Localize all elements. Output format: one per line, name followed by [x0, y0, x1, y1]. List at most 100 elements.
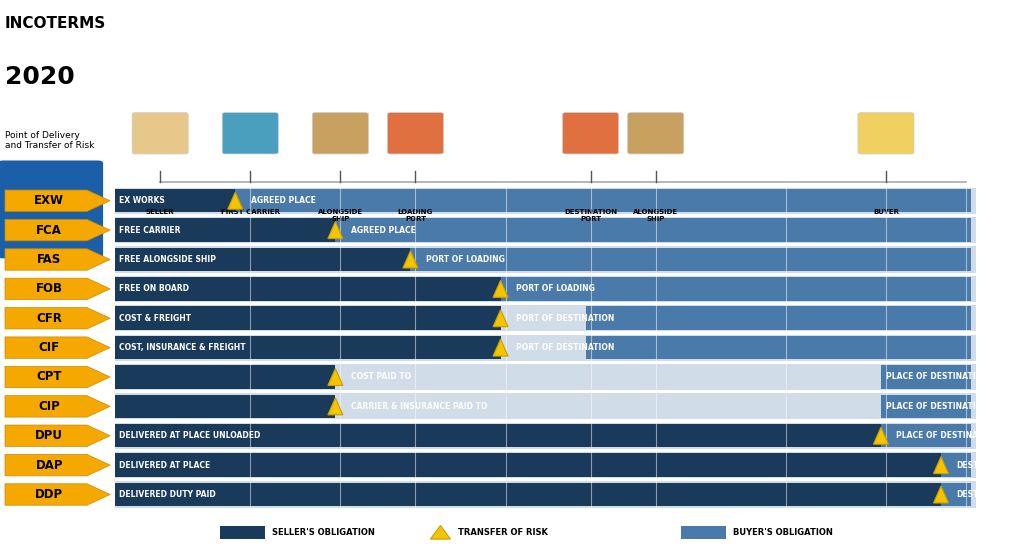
Text: 2020: 2020	[5, 65, 75, 89]
Text: PLACE OF DESTINATION: PLACE OF DESTINATION	[886, 402, 988, 411]
FancyBboxPatch shape	[411, 248, 971, 271]
Text: DESTINATION
PORT: DESTINATION PORT	[564, 209, 617, 222]
FancyBboxPatch shape	[115, 393, 976, 419]
Text: PORT OF DESTINATION: PORT OF DESTINATION	[516, 343, 614, 352]
Text: DPU: DPU	[35, 429, 63, 442]
Polygon shape	[5, 190, 111, 212]
Text: DESTINATION: DESTINATION	[956, 490, 1015, 499]
Text: CIF: CIF	[39, 341, 59, 354]
Polygon shape	[5, 395, 111, 417]
Text: BUYER'S OBLIGATION: BUYER'S OBLIGATION	[733, 528, 833, 537]
Text: ALONGSIDE
SHIP: ALONGSIDE SHIP	[633, 209, 678, 222]
Text: DAP: DAP	[36, 459, 62, 472]
FancyBboxPatch shape	[115, 423, 976, 449]
Text: FCA: FCA	[36, 224, 62, 237]
FancyBboxPatch shape	[115, 248, 411, 271]
Polygon shape	[5, 307, 111, 329]
Polygon shape	[5, 249, 111, 270]
FancyBboxPatch shape	[681, 526, 726, 539]
FancyBboxPatch shape	[941, 453, 971, 477]
Polygon shape	[402, 251, 418, 268]
Text: PORT OF DESTINATION: PORT OF DESTINATION	[516, 314, 614, 323]
FancyBboxPatch shape	[115, 188, 976, 214]
Text: CPT: CPT	[37, 370, 61, 384]
Text: CFR: CFR	[36, 312, 62, 325]
FancyBboxPatch shape	[881, 365, 971, 389]
Text: FREE ON BOARD: FREE ON BOARD	[119, 285, 189, 293]
FancyBboxPatch shape	[881, 394, 971, 418]
FancyBboxPatch shape	[132, 113, 188, 154]
Text: COST & FREIGHT: COST & FREIGHT	[119, 314, 191, 323]
Polygon shape	[5, 425, 111, 447]
Text: AGREED PLACE: AGREED PLACE	[351, 226, 416, 234]
FancyBboxPatch shape	[586, 336, 971, 360]
Text: DELIVERED DUTY PAID: DELIVERED DUTY PAID	[119, 490, 216, 499]
Text: EXW: EXW	[34, 194, 65, 207]
FancyBboxPatch shape	[115, 277, 501, 301]
FancyBboxPatch shape	[115, 394, 335, 418]
Text: CARRIER & INSURANCE PAID TO: CARRIER & INSURANCE PAID TO	[351, 402, 487, 411]
Polygon shape	[5, 454, 111, 476]
FancyBboxPatch shape	[115, 246, 976, 273]
Text: FIRST CARRIER: FIRST CARRIER	[221, 209, 280, 215]
Text: FAS: FAS	[37, 253, 61, 266]
Text: LOADING
PORT: LOADING PORT	[397, 209, 433, 222]
Polygon shape	[328, 368, 343, 386]
Polygon shape	[5, 219, 111, 241]
Text: DELIVERED AT PLACE UNLOADED: DELIVERED AT PLACE UNLOADED	[119, 431, 260, 440]
FancyBboxPatch shape	[115, 365, 335, 389]
Text: COST, INSURANCE & FREIGHT: COST, INSURANCE & FREIGHT	[119, 343, 246, 352]
FancyBboxPatch shape	[881, 424, 971, 448]
FancyBboxPatch shape	[222, 113, 279, 154]
Text: DESTINATION: DESTINATION	[956, 461, 1015, 469]
Polygon shape	[493, 310, 508, 327]
Polygon shape	[493, 280, 508, 298]
Text: FOB: FOB	[36, 282, 62, 295]
Text: FREE CARRIER: FREE CARRIER	[119, 226, 180, 234]
FancyBboxPatch shape	[115, 364, 976, 390]
Text: INCOTERMS: INCOTERMS	[5, 16, 106, 32]
Text: DDP: DDP	[35, 488, 63, 501]
FancyBboxPatch shape	[387, 113, 443, 154]
Polygon shape	[5, 337, 111, 358]
Polygon shape	[5, 366, 111, 388]
FancyBboxPatch shape	[115, 189, 236, 213]
Polygon shape	[934, 456, 948, 474]
Text: NMT: NMT	[28, 189, 73, 208]
FancyBboxPatch shape	[115, 453, 941, 477]
Text: SHIPPING: SHIPPING	[29, 232, 71, 241]
FancyBboxPatch shape	[220, 526, 265, 539]
FancyBboxPatch shape	[0, 160, 103, 258]
Text: FREE ALONGSIDE SHIP: FREE ALONGSIDE SHIP	[119, 255, 216, 264]
FancyBboxPatch shape	[115, 481, 976, 508]
Text: PORT OF LOADING: PORT OF LOADING	[426, 255, 505, 264]
FancyBboxPatch shape	[115, 483, 941, 506]
Polygon shape	[873, 427, 889, 444]
Text: ALONGSIDE
SHIP: ALONGSIDE SHIP	[317, 209, 362, 222]
FancyBboxPatch shape	[115, 336, 501, 360]
FancyBboxPatch shape	[115, 335, 976, 361]
Text: SELLER'S OBLIGATION: SELLER'S OBLIGATION	[272, 528, 375, 537]
FancyBboxPatch shape	[236, 189, 971, 213]
FancyBboxPatch shape	[941, 483, 971, 506]
Text: Point of Delivery
and Transfer of Risk: Point of Delivery and Transfer of Risk	[5, 131, 94, 150]
Polygon shape	[430, 526, 451, 539]
Text: SELLER: SELLER	[145, 209, 174, 215]
Polygon shape	[5, 278, 111, 300]
Polygon shape	[227, 192, 243, 209]
Text: TRANSFER OF RISK: TRANSFER OF RISK	[459, 528, 549, 537]
FancyBboxPatch shape	[562, 113, 618, 154]
FancyBboxPatch shape	[115, 305, 976, 331]
FancyBboxPatch shape	[501, 277, 971, 301]
Text: DELIVERED AT PLACE: DELIVERED AT PLACE	[119, 461, 210, 469]
FancyBboxPatch shape	[115, 452, 976, 478]
Polygon shape	[934, 486, 948, 503]
FancyBboxPatch shape	[115, 306, 501, 330]
FancyBboxPatch shape	[586, 306, 971, 330]
FancyBboxPatch shape	[115, 276, 976, 302]
FancyBboxPatch shape	[858, 113, 914, 154]
Polygon shape	[5, 484, 111, 505]
FancyBboxPatch shape	[335, 218, 971, 242]
FancyBboxPatch shape	[312, 113, 369, 154]
FancyBboxPatch shape	[115, 424, 881, 448]
